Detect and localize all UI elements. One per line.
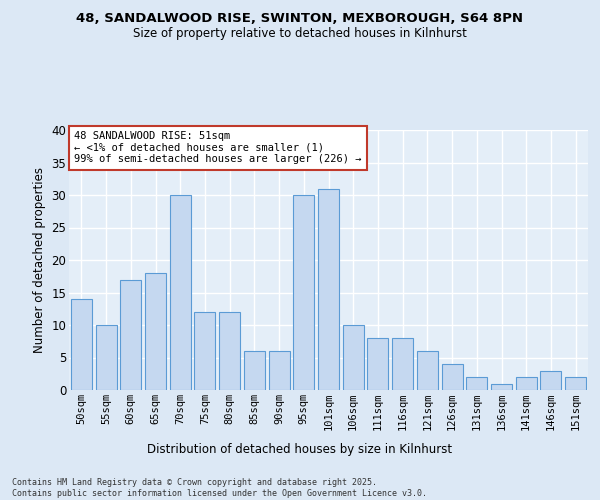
Bar xyxy=(145,273,166,390)
Bar xyxy=(293,195,314,390)
Bar xyxy=(269,351,290,390)
Bar xyxy=(71,299,92,390)
Text: Distribution of detached houses by size in Kilnhurst: Distribution of detached houses by size … xyxy=(148,442,452,456)
Bar xyxy=(318,188,339,390)
Bar xyxy=(516,377,537,390)
Bar xyxy=(565,377,586,390)
Bar xyxy=(491,384,512,390)
Bar xyxy=(417,351,438,390)
Text: 48, SANDALWOOD RISE, SWINTON, MEXBOROUGH, S64 8PN: 48, SANDALWOOD RISE, SWINTON, MEXBOROUGH… xyxy=(77,12,523,26)
Bar xyxy=(367,338,388,390)
Bar xyxy=(194,312,215,390)
Bar xyxy=(244,351,265,390)
Bar xyxy=(219,312,240,390)
Y-axis label: Number of detached properties: Number of detached properties xyxy=(33,167,46,353)
Bar xyxy=(120,280,141,390)
Bar xyxy=(541,370,562,390)
Bar xyxy=(95,325,116,390)
Text: 48 SANDALWOOD RISE: 51sqm
← <1% of detached houses are smaller (1)
99% of semi-d: 48 SANDALWOOD RISE: 51sqm ← <1% of detac… xyxy=(74,132,362,164)
Bar xyxy=(343,325,364,390)
Bar xyxy=(170,195,191,390)
Text: Size of property relative to detached houses in Kilnhurst: Size of property relative to detached ho… xyxy=(133,28,467,40)
Bar xyxy=(466,377,487,390)
Bar xyxy=(392,338,413,390)
Bar xyxy=(442,364,463,390)
Text: Contains HM Land Registry data © Crown copyright and database right 2025.
Contai: Contains HM Land Registry data © Crown c… xyxy=(12,478,427,498)
